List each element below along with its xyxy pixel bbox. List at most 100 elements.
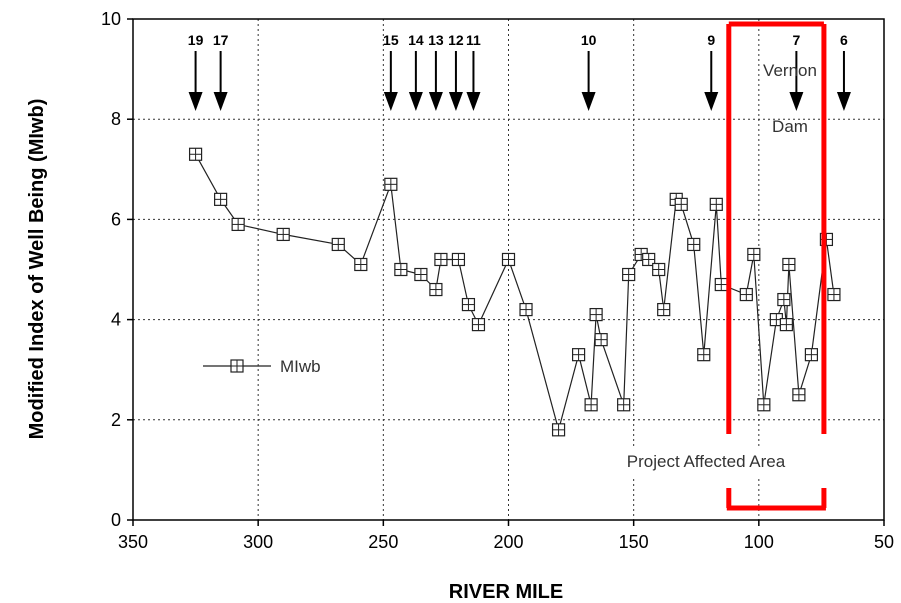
dam-marker: 12 xyxy=(448,32,464,111)
data-point xyxy=(584,398,598,412)
y-tick-label: 8 xyxy=(111,109,121,129)
affected-area-label-bg xyxy=(600,446,816,476)
data-point xyxy=(657,302,671,317)
dam-arrow-head xyxy=(581,92,596,111)
highlight-box xyxy=(726,21,827,511)
dam-arrow-head xyxy=(213,92,228,111)
data-point xyxy=(451,252,466,267)
data-point xyxy=(714,277,728,292)
data-point xyxy=(571,348,586,362)
dam-arrow-head xyxy=(704,92,719,111)
dam-label: 19 xyxy=(188,32,204,48)
data-point xyxy=(188,147,203,161)
data-point xyxy=(792,388,806,402)
dam-marker: 7 xyxy=(789,32,804,111)
dam-marker: 17 xyxy=(213,32,229,111)
data-point xyxy=(827,287,841,302)
data-point xyxy=(354,257,368,272)
data-point xyxy=(687,237,701,252)
y-tick-label: 0 xyxy=(111,510,121,530)
data-point xyxy=(652,262,666,277)
dam-label: 17 xyxy=(213,32,229,48)
dam-marker: 19 xyxy=(188,32,204,111)
data-point xyxy=(414,267,428,282)
data-point xyxy=(551,423,566,437)
data-point xyxy=(276,227,290,242)
dam-marker: 9 xyxy=(704,32,719,111)
series-miwb xyxy=(188,147,841,437)
y-axis-title: Modified Index of Well Being (MIwb) xyxy=(26,99,48,440)
data-point xyxy=(394,262,408,277)
data-point xyxy=(461,297,476,312)
vernon-label: Vernon xyxy=(763,61,817,80)
dam-label: 12 xyxy=(448,32,464,48)
data-point xyxy=(589,307,603,322)
x-tick-label: 50 xyxy=(874,532,894,552)
data-point xyxy=(782,257,796,272)
dam-marker: 15 xyxy=(383,32,399,111)
x-tick-label: 150 xyxy=(619,532,649,552)
x-tick-label: 100 xyxy=(744,532,774,552)
legend-label: MIwb xyxy=(280,357,321,376)
dam-label: 10 xyxy=(581,32,597,48)
dam-arrow-head xyxy=(836,92,851,111)
data-point xyxy=(231,217,245,232)
dam-marker: 6 xyxy=(836,32,851,111)
data-point xyxy=(622,267,636,282)
data-point xyxy=(642,252,656,267)
data-point xyxy=(331,237,345,252)
tick-labels: 350 300 250 200 150 100 50 0 2 4 6 8 10 xyxy=(101,9,894,552)
data-point xyxy=(594,333,608,347)
dam-arrow-head xyxy=(188,92,203,111)
data-point xyxy=(617,398,631,412)
data-point xyxy=(519,302,533,317)
x-tick-label: 200 xyxy=(493,532,523,552)
dam-arrow-head xyxy=(383,92,398,111)
dam-label: 6 xyxy=(840,32,848,48)
dam-label: 14 xyxy=(408,32,424,48)
data-point xyxy=(747,247,761,262)
data-point xyxy=(757,398,771,412)
x-tick-label: 350 xyxy=(118,532,148,552)
dam-label: 15 xyxy=(383,32,399,48)
x-tick-label: 250 xyxy=(368,532,398,552)
dam-arrow-head xyxy=(448,92,463,111)
data-point xyxy=(429,282,443,297)
data-point xyxy=(709,197,723,211)
y-tick-label: 6 xyxy=(111,209,121,229)
axes xyxy=(127,18,885,526)
data-point xyxy=(779,318,793,332)
dam-marker: 10 xyxy=(581,32,597,111)
legend: MIwb xyxy=(203,357,321,376)
dam-marker: 13 xyxy=(428,32,444,111)
data-point xyxy=(501,252,516,267)
dam-label: 13 xyxy=(428,32,444,48)
data-point xyxy=(804,348,819,362)
data-point xyxy=(471,318,486,332)
y-tick-label: 2 xyxy=(111,410,121,430)
dam-arrow-head xyxy=(789,92,804,111)
data-point xyxy=(434,252,448,267)
dam-arrow-head xyxy=(428,92,443,111)
dam-arrow-head xyxy=(466,92,481,111)
dam-arrow-head xyxy=(408,92,423,111)
dam-label: Dam xyxy=(772,117,808,136)
series-line xyxy=(195,154,835,433)
dam-marker: 11 xyxy=(466,32,481,111)
grid-lines xyxy=(133,19,884,520)
y-tick-label: 4 xyxy=(111,310,121,330)
data-point xyxy=(777,292,791,307)
dam-label: 11 xyxy=(466,32,481,48)
plot-frame xyxy=(132,18,885,521)
data-point xyxy=(674,197,688,211)
legend-marker xyxy=(230,359,244,373)
x-axis-title: RIVER MILE xyxy=(449,581,563,603)
dam-label: 9 xyxy=(707,32,715,48)
data-point xyxy=(384,177,398,191)
data-point xyxy=(214,192,228,206)
y-tick-label: 10 xyxy=(101,9,121,29)
dam-label: 7 xyxy=(792,32,800,48)
x-tick-label: 300 xyxy=(243,532,273,552)
affected-area-label: Project Affected Area xyxy=(627,452,786,471)
